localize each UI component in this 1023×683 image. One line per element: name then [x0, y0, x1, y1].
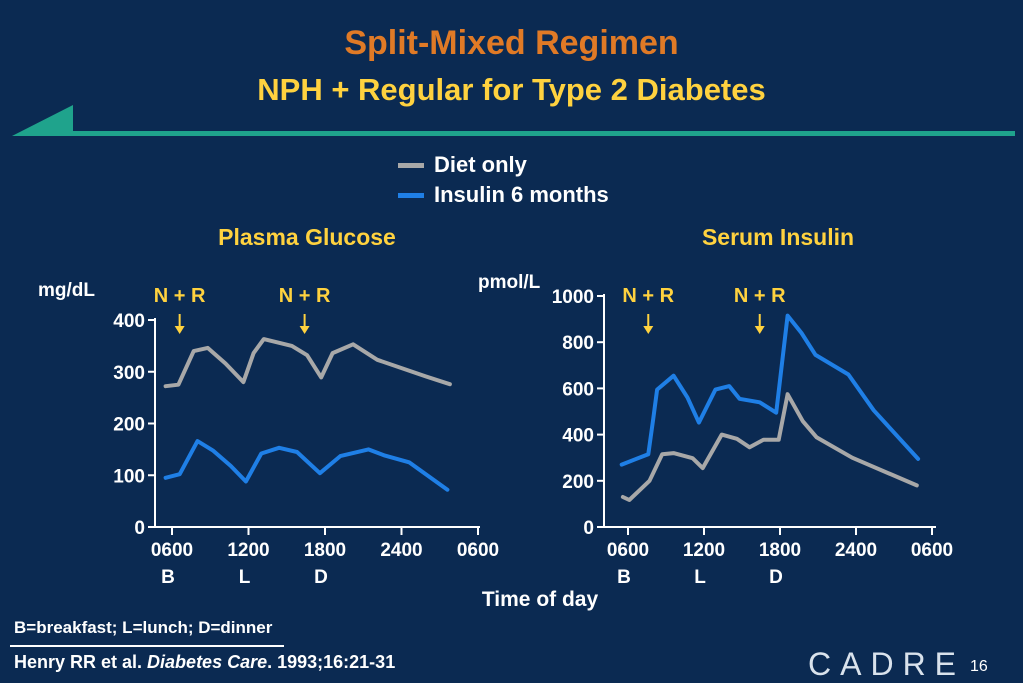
dose-arrow-head [299, 326, 310, 334]
x-tick-label: 2400 [380, 540, 422, 561]
y-tick-label: 1000 [552, 287, 594, 308]
x-tick-label: 0600 [457, 540, 499, 561]
series-line-diet-only [163, 337, 452, 389]
dose-arrow-head [643, 326, 654, 334]
citation-authors: Henry RR et al. [14, 652, 148, 672]
title-rule [12, 105, 1015, 136]
x-tick-label: 0600 [911, 540, 953, 561]
y-tick-label: 600 [562, 379, 594, 400]
citation-rest: . 1993;16:21-31 [267, 652, 396, 672]
meal-label: B [617, 567, 631, 588]
y-tick-label: 400 [562, 426, 594, 447]
dose-annotation: N + R [734, 285, 786, 307]
x-tick-label: 1800 [304, 540, 346, 561]
meal-label: D [769, 567, 783, 588]
series-line-insulin [619, 313, 921, 467]
meal-abbreviation-note: B=breakfast; L=lunch; D=dinner [14, 618, 273, 637]
y-tick-label: 0 [134, 518, 145, 539]
page-title: Split-Mixed Regimen [344, 24, 679, 62]
x-tick-label: 1200 [227, 540, 269, 561]
citation-divider [10, 645, 284, 647]
ylabel-insulin: pmol/L [478, 272, 541, 293]
page-subtitle: NPH + Regular for Type 2 Diabetes [257, 72, 766, 107]
x-tick-label: 1200 [683, 540, 725, 561]
meal-label: D [314, 567, 328, 588]
x-tick-label: 2400 [835, 540, 877, 561]
dose-annotation: N + R [279, 285, 331, 307]
y-tick-label: 200 [113, 415, 145, 436]
meal-label: L [239, 567, 251, 588]
y-tick-label: 100 [113, 466, 145, 487]
x-tick-label: 1800 [759, 540, 801, 561]
y-tick-label: 0 [583, 518, 594, 539]
dose-annotation: N + R [154, 285, 206, 307]
citation: Henry RR et al. Diabetes Care. 1993;16:2… [14, 652, 395, 673]
meal-label: B [161, 567, 175, 588]
chart-title-insulin: Serum Insulin [701, 224, 855, 250]
y-tick-label: 200 [562, 472, 594, 493]
y-tick-label: 400 [113, 311, 145, 332]
legend-swatch-insulin [398, 192, 424, 198]
teal-divider-line [73, 131, 1015, 136]
dose-arrow-head [174, 326, 185, 334]
citation-journal: Diabetes Care [147, 652, 268, 672]
xlabel-time-of-day: Time of day [481, 588, 599, 611]
y-tick-label: 300 [113, 363, 145, 384]
meal-label: L [694, 567, 706, 588]
dose-annotation: N + R [622, 285, 674, 307]
legend-label-insulin: Insulin 6 months [434, 182, 609, 207]
dose-arrow-head [754, 326, 765, 334]
series-line-diet-only [620, 392, 919, 502]
legend-item-insulin: Insulin 6 months [398, 180, 609, 210]
chart-title-glucose: Plasma Glucose [218, 224, 396, 250]
series-line-insulin [163, 439, 450, 492]
legend-item-diet: Diet only [398, 150, 609, 180]
legend: Diet only Insulin 6 months [398, 150, 609, 210]
teal-triangle-decoration [12, 105, 73, 136]
y-tick-label: 800 [562, 333, 594, 354]
x-tick-label: 0600 [607, 540, 649, 561]
cadre-logo: CADRE [808, 646, 966, 682]
ylabel-glucose: mg/dL [38, 280, 95, 301]
legend-label-diet: Diet only [434, 152, 527, 177]
page-number: 16 [970, 658, 988, 675]
x-tick-label: 0600 [151, 540, 193, 561]
legend-swatch-diet [398, 162, 424, 168]
